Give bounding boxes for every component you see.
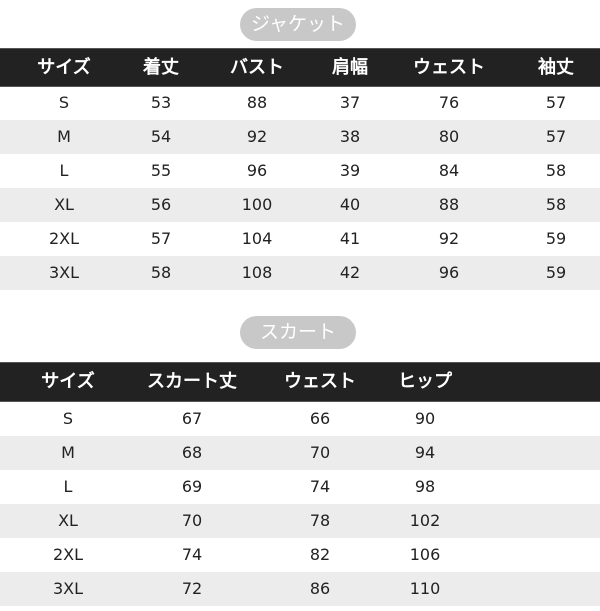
- measurement-cell: 84: [438, 161, 460, 180]
- measurement-cell: 54: [150, 127, 172, 146]
- measurement-cell: 88: [438, 195, 460, 214]
- measurement-cell: 110: [409, 579, 441, 598]
- measurement-cell: 70: [309, 443, 331, 462]
- measurement-cell: 92: [246, 127, 268, 146]
- column-header: サイズ: [41, 371, 95, 392]
- column-header: ウェスト: [284, 371, 356, 392]
- table-row: 2XL 74 82 106: [0, 538, 600, 572]
- column-header: ヒップ: [398, 371, 452, 392]
- size-cell: L: [63, 477, 73, 496]
- measurement-cell: 58: [150, 263, 172, 282]
- size-cell: M: [61, 443, 75, 462]
- measurement-cell: 69: [181, 477, 203, 496]
- size-cell: XL: [58, 511, 78, 530]
- measurement-cell: 92: [438, 229, 460, 248]
- column-header: バスト: [230, 57, 284, 78]
- table-row: 2XL 57 104 41 92 59: [0, 222, 600, 256]
- measurement-cell: 86: [309, 579, 331, 598]
- table-row: S 53 88 37 76 57: [0, 86, 600, 120]
- measurement-cell: 94: [414, 443, 436, 462]
- measurement-cell: 55: [150, 161, 172, 180]
- table-row: 3XL 72 86 110: [0, 572, 600, 606]
- table-row: 3XL 58 108 42 96 59: [0, 256, 600, 290]
- skirt-section-label: スカート: [240, 316, 356, 349]
- column-header: ウェスト: [413, 57, 485, 78]
- measurement-cell: 53: [150, 93, 172, 112]
- measurement-cell: 67: [181, 409, 203, 428]
- column-header: 着丈: [143, 57, 179, 78]
- measurement-cell: 82: [309, 545, 331, 564]
- measurement-cell: 100: [241, 195, 273, 214]
- measurement-cell: 66: [309, 409, 331, 428]
- size-cell: S: [58, 93, 70, 112]
- size-cell: L: [59, 161, 69, 180]
- measurement-cell: 78: [309, 511, 331, 530]
- jacket-section-label: ジャケット: [240, 8, 356, 41]
- table-row: XL 70 78 102: [0, 504, 600, 538]
- size-cell: XL: [54, 195, 74, 214]
- table-row: L 55 96 39 84 58: [0, 154, 600, 188]
- measurement-cell: 70: [181, 511, 203, 530]
- measurement-cell: 59: [545, 229, 567, 248]
- measurement-cell: 57: [150, 229, 172, 248]
- column-header: スカート丈: [147, 371, 237, 392]
- measurement-cell: 68: [181, 443, 203, 462]
- measurement-cell: 104: [241, 229, 273, 248]
- measurement-cell: 38: [339, 127, 361, 146]
- measurement-cell: 56: [150, 195, 172, 214]
- measurement-cell: 39: [339, 161, 361, 180]
- measurement-cell: 102: [409, 511, 441, 530]
- size-cell: 3XL: [52, 579, 84, 598]
- table-row: XL 56 100 40 88 58: [0, 188, 600, 222]
- measurement-cell: 96: [246, 161, 268, 180]
- measurement-cell: 57: [545, 127, 567, 146]
- column-header: 肩幅: [332, 57, 368, 78]
- measurement-cell: 37: [339, 93, 361, 112]
- measurement-cell: 108: [241, 263, 273, 282]
- measurement-cell: 58: [545, 161, 567, 180]
- measurement-cell: 96: [438, 263, 460, 282]
- column-header: サイズ: [37, 57, 91, 78]
- size-cell: M: [57, 127, 71, 146]
- measurement-cell: 74: [181, 545, 203, 564]
- measurement-cell: 80: [438, 127, 460, 146]
- measurement-cell: 90: [414, 409, 436, 428]
- measurement-cell: 72: [181, 579, 203, 598]
- measurement-cell: 74: [309, 477, 331, 496]
- measurement-cell: 41: [339, 229, 361, 248]
- measurement-cell: 57: [545, 93, 567, 112]
- measurement-cell: 42: [339, 263, 361, 282]
- measurement-cell: 40: [339, 195, 361, 214]
- size-cell: 2XL: [52, 545, 84, 564]
- table-row: S 67 66 90: [0, 402, 600, 436]
- size-cell: S: [62, 409, 74, 428]
- column-header: 袖丈: [538, 57, 574, 78]
- size-cell: 2XL: [48, 229, 80, 248]
- measurement-cell: 58: [545, 195, 567, 214]
- measurement-cell: 59: [545, 263, 567, 282]
- measurement-cell: 98: [414, 477, 436, 496]
- table-row: M 68 70 94: [0, 436, 600, 470]
- measurement-cell: 88: [246, 93, 268, 112]
- skirt-header-row: サイズ スカート丈 ウェスト ヒップ: [0, 362, 600, 402]
- measurement-cell: 106: [409, 545, 441, 564]
- size-cell: 3XL: [48, 263, 80, 282]
- table-row: L 69 74 98: [0, 470, 600, 504]
- jacket-header-row: サイズ 着丈 バスト 肩幅 ウェスト 袖丈: [0, 48, 600, 87]
- measurement-cell: 76: [438, 93, 460, 112]
- table-row: M 54 92 38 80 57: [0, 120, 600, 154]
